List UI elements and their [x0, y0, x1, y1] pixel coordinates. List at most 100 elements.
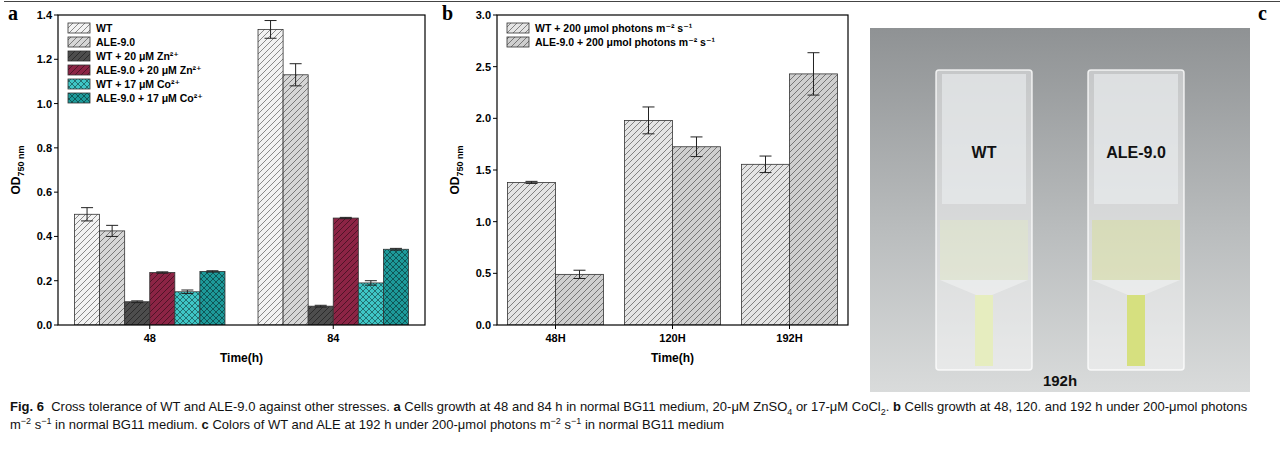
- rule: [4, 1, 1280, 2]
- y-tick: [493, 66, 497, 67]
- y-tick: [493, 15, 497, 16]
- y-tick-label: 0.6: [37, 186, 52, 198]
- legend: WTALE-9.0WT + 20 μM Zn²⁺ALE-9.0 + 20 μM …: [68, 22, 203, 104]
- caption-run: 4: [787, 407, 792, 417]
- legend-swatch: [68, 51, 90, 61]
- y-tick-label: 1.5: [476, 164, 491, 176]
- bars: [75, 29, 409, 325]
- caption-run: Cross tolerance of WT and ALE-9.0 agains…: [44, 399, 393, 414]
- y-tick: [54, 236, 58, 237]
- y-tick: [54, 15, 58, 16]
- caption: Fig. 6 Cross tolerance of WT and ALE-9.0…: [10, 398, 1272, 434]
- caption-run: in normal BG11 medium: [581, 417, 724, 432]
- caption-run: 2: [881, 407, 886, 417]
- x-axis-title: Time(h): [220, 351, 263, 365]
- y-tick: [493, 325, 497, 326]
- caption-run: c: [202, 417, 209, 432]
- y-tick: [54, 325, 58, 326]
- y-axis-title-main: OD: [9, 176, 23, 194]
- x-tick: [672, 325, 673, 329]
- bar: [383, 249, 408, 325]
- caption-run: in normal BG11 medium.: [52, 417, 202, 432]
- legend-label: ALE-9.0 + 17 μM Co²⁺: [96, 92, 203, 104]
- y-tick: [54, 103, 58, 104]
- bar: [200, 271, 225, 325]
- caption-run: Colors of WT and ALE at 192 h under 200-…: [209, 417, 551, 432]
- figure: a0.00.20.40.60.81.01.21.44884Time(h)OD75…: [0, 0, 1284, 396]
- panel-letter: b: [442, 2, 453, 24]
- legend-label: WT + 200 μmol photons m⁻² s⁻¹: [535, 22, 693, 34]
- y-tick-label: 1.2: [37, 53, 52, 65]
- plot-frame: [58, 15, 425, 325]
- bar: [790, 74, 838, 325]
- y-tick: [54, 147, 58, 148]
- photo-label: ALE-9.0: [1106, 144, 1166, 161]
- chart-panel: b0.00.51.01.52.02.53.048H120H192HTime(h)…: [442, 2, 848, 365]
- y-tick-label: 0.5: [476, 267, 491, 279]
- x-tick: [555, 325, 556, 329]
- cuvette-window: [1092, 280, 1180, 366]
- y-tick: [493, 221, 497, 222]
- error-bar: [760, 156, 772, 173]
- y-tick: [493, 118, 497, 119]
- y-axis-title-sub: 750 nm: [16, 145, 26, 176]
- caption-run: s: [561, 417, 571, 432]
- cuvette-top: [1094, 74, 1178, 204]
- bar: [333, 218, 358, 325]
- bar: [150, 273, 175, 325]
- x-axis-title: Time(h): [651, 351, 694, 365]
- error-bar: [131, 301, 143, 303]
- error-bar: [206, 271, 218, 272]
- y-tick: [54, 280, 58, 281]
- y-tick: [54, 59, 58, 60]
- cuvette-window: [940, 280, 1028, 366]
- culture-liquid: [1127, 295, 1145, 366]
- y-tick-label: 3.0: [476, 9, 491, 21]
- x-tick-label: 84: [327, 332, 340, 344]
- y-tick-label: 1.0: [37, 98, 52, 110]
- caption-run: −2: [551, 416, 561, 426]
- caption-run: a: [393, 399, 400, 414]
- legend-swatch: [68, 23, 90, 33]
- legend-label: ALE-9.0 + 20 μM Zn²⁺: [96, 64, 202, 76]
- legend-label: WT + 17 μM Co²⁺: [96, 78, 180, 90]
- photo-label: WT: [972, 144, 997, 161]
- y-tick-label: 0.2: [37, 275, 52, 287]
- culture-liquid: [975, 295, 993, 366]
- caption-run: b: [893, 399, 901, 414]
- legend-swatch: [68, 65, 90, 75]
- error-bar: [81, 208, 93, 221]
- error-bars: [526, 53, 820, 279]
- error-bar: [526, 181, 538, 183]
- bar: [556, 274, 604, 325]
- y-axis-title: OD750 nm: [9, 145, 26, 194]
- error-bar: [106, 225, 118, 236]
- y-axis-title-main: OD: [448, 176, 462, 194]
- y-tick-label: 0.0: [37, 319, 52, 331]
- x-tick-label: 48: [144, 332, 156, 344]
- error-bar: [265, 21, 277, 39]
- error-bar: [181, 290, 193, 294]
- error-bar: [315, 305, 327, 307]
- y-tick-label: 1.4: [37, 9, 53, 21]
- error-bar: [643, 107, 655, 134]
- y-tick: [493, 170, 497, 171]
- y-tick-label: 2.0: [476, 112, 491, 124]
- caption-run: Cells growth at 48 and 84 h in normal BG…: [401, 399, 788, 414]
- error-bar: [573, 270, 585, 278]
- culture-tint: [1092, 220, 1180, 280]
- legend-swatch: [68, 37, 90, 47]
- plot-frame: [497, 15, 848, 325]
- legend-swatch: [68, 79, 90, 89]
- caption-run: .: [886, 399, 893, 414]
- bars: [508, 74, 838, 325]
- panel-letter: c: [1258, 2, 1267, 24]
- error-bar: [690, 137, 702, 157]
- bar: [175, 292, 200, 325]
- legend-swatch: [68, 93, 90, 103]
- error-bar: [340, 217, 352, 218]
- caption-run: −1: [41, 416, 51, 426]
- legend-label: ALE-9.0 + 200 μmol photons m⁻² s⁻¹: [535, 36, 716, 48]
- cuvette: [1088, 70, 1184, 370]
- x-tick: [333, 325, 334, 329]
